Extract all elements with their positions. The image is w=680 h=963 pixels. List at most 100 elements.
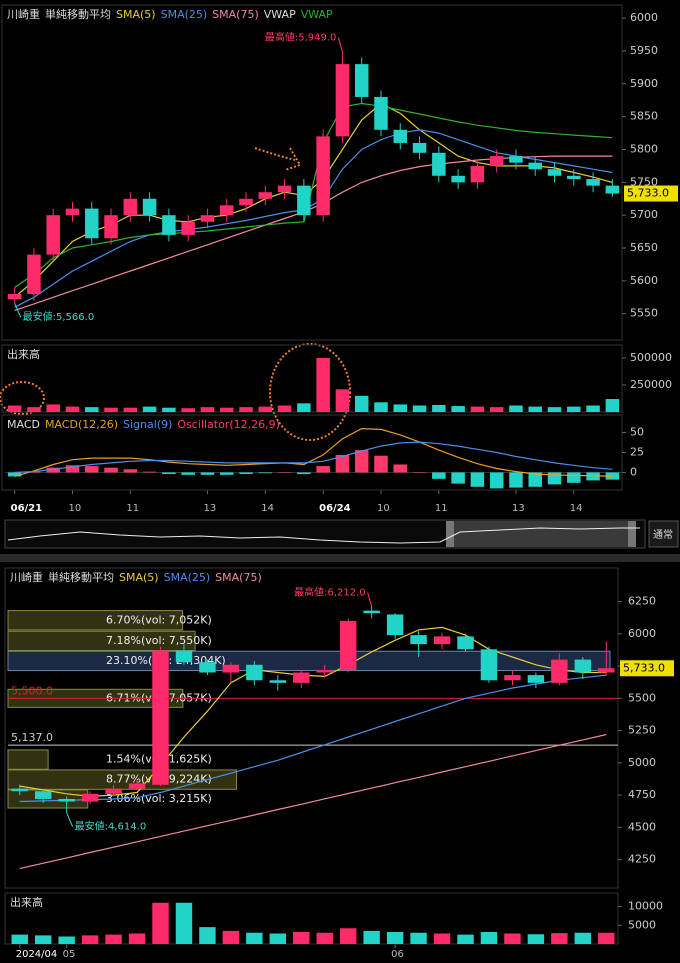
y-tick-label: 5850 [630, 110, 658, 123]
candle-body [152, 650, 169, 785]
candle-body [354, 64, 369, 97]
candle-body [58, 798, 75, 802]
annotation-leader [337, 37, 343, 52]
oscillator-bar [586, 472, 600, 481]
pane-title: 川崎重 [10, 570, 43, 584]
volume-bar [470, 406, 485, 412]
candle-body [7, 294, 22, 300]
y-tick-label: 5650 [630, 241, 658, 254]
legend-entry: SMA(25) [164, 571, 211, 584]
candle-body [34, 791, 52, 799]
y-tick-label: 50 [630, 426, 644, 439]
volume-bar [142, 406, 157, 412]
navigator[interactable] [4, 519, 646, 549]
navigator-line [7, 527, 640, 544]
volume-bar [277, 405, 292, 412]
mode-button[interactable] [648, 520, 679, 548]
candle-body [528, 162, 542, 170]
series-line [14, 441, 613, 473]
volume-bar [152, 902, 169, 944]
volume-bar [605, 399, 620, 412]
oscillator-bar [181, 472, 195, 475]
pane-frame [4, 892, 619, 945]
volume-bar [567, 406, 581, 412]
oscillator-bar [277, 472, 292, 473]
series-line [14, 427, 613, 477]
indicator-name: 単純移動平均 [45, 7, 111, 21]
series-line [14, 129, 613, 308]
volume-bar [316, 932, 333, 944]
volume-bar [199, 927, 216, 944]
volume-bar [489, 407, 504, 412]
candle-body [316, 136, 330, 216]
y-tick-label: 5700 [630, 208, 658, 221]
x-tick-label: 06 [391, 949, 404, 960]
volume-bar [104, 407, 118, 412]
candle-body [11, 788, 28, 792]
volume-bar [46, 404, 60, 412]
oscillator-bar [142, 471, 157, 473]
oscillator-bar [7, 472, 22, 477]
y-tick-label: 5600 [630, 274, 658, 287]
candle-body [46, 215, 60, 255]
candle-body [181, 221, 195, 235]
oscillator-bar [239, 472, 253, 475]
y-tick-label: 500000 [630, 351, 672, 364]
annotation: 最高値:6,212.0 [294, 585, 366, 598]
y-tick-label: 0 [630, 465, 637, 478]
volume-profile-bar [7, 749, 49, 770]
volume-bar [527, 934, 545, 944]
candle-body [219, 205, 234, 216]
x-tick-label: 14 [261, 503, 274, 514]
oscillator-bar [470, 472, 485, 487]
candle-body [432, 152, 446, 176]
y-tick-label: 5800 [630, 143, 658, 156]
pane-frame [4, 567, 619, 889]
navigator-handle[interactable] [446, 521, 454, 547]
annotation-leader [367, 592, 373, 607]
x-tick-label: 10 [68, 503, 81, 514]
oscillator-bar [528, 472, 542, 487]
candle-body [142, 198, 157, 216]
candle-body [574, 659, 592, 673]
pane-frame [1, 344, 623, 413]
legend-entry: SMA(75) [212, 8, 259, 21]
navigator-window[interactable] [446, 521, 636, 547]
volume-bar [339, 928, 357, 944]
navigator-handle[interactable] [628, 521, 636, 547]
candle-body [200, 215, 215, 222]
oscillator-bar [335, 454, 350, 473]
candle-body [374, 96, 388, 130]
volume-bar [11, 934, 28, 944]
candle-body [393, 129, 408, 143]
candle-body [222, 664, 240, 673]
x-tick-label: 06/21 [11, 503, 43, 514]
volume-bar [574, 932, 592, 944]
candle-body [293, 672, 310, 683]
y-tick-label: 4250 [628, 853, 656, 866]
pane-title: 出来高 [10, 895, 43, 909]
candle-body [85, 208, 99, 239]
volume-bar [34, 935, 52, 944]
volume-bar [269, 933, 287, 944]
candle-body [504, 675, 521, 681]
volume-profile-bar [7, 610, 184, 631]
volume-bar [293, 932, 310, 944]
x-tick-label: 14 [570, 503, 583, 514]
mode-button-label[interactable]: 通常 [653, 528, 673, 541]
volume-bar [297, 403, 311, 412]
y-tick-label: 6000 [628, 627, 656, 640]
candle-body [297, 185, 311, 216]
volume-bar [162, 407, 176, 412]
y-tick-label: 5250 [628, 724, 656, 737]
series-line [19, 733, 607, 870]
volume-bar [457, 934, 474, 944]
y-tick-label: 4750 [628, 788, 656, 801]
oscillator-bar [489, 472, 504, 489]
candle-body [339, 620, 357, 670]
series-line [19, 626, 607, 798]
x-tick-label: 05 [63, 949, 76, 960]
candle-body [470, 165, 485, 183]
annotation-leader [66, 812, 74, 827]
